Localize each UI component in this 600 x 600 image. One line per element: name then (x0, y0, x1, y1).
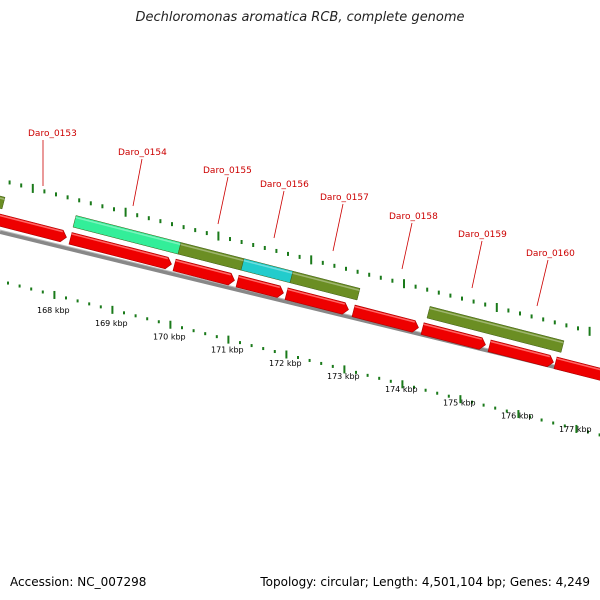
cds-highlight (238, 276, 280, 289)
gene-feature-highlight (243, 259, 293, 274)
cds-arrow (284, 287, 349, 315)
cds-track (0, 213, 600, 381)
scale-label: 177 kbp (559, 425, 592, 434)
scale-label: 171 kbp (211, 346, 244, 355)
gene-feature (426, 306, 565, 353)
gene-feature (0, 195, 6, 210)
cds-arrow (172, 258, 235, 286)
gene-leader-line (401, 222, 413, 270)
map-title: Dechloromonas aromatica RCB, complete ge… (135, 10, 465, 25)
cds-highlight (0, 214, 63, 233)
gene-leader-line (471, 240, 483, 289)
gene-leader-line (132, 158, 143, 207)
cds-highlight (287, 288, 345, 305)
scale-label: 174 kbp (385, 385, 418, 394)
cds-arrow (420, 322, 486, 350)
gene-label-text: Daro_0160 (526, 249, 575, 259)
accession-text: Accession: NC_007298 (10, 575, 147, 589)
gene-label-text: Daro_0156 (260, 180, 309, 190)
gene-leader-line (217, 176, 229, 225)
cds-arrow (487, 339, 554, 368)
gene-label-text: Daro_0155 (203, 166, 252, 176)
cds-arrow (235, 274, 284, 298)
gene-labels: Daro_0153 Daro_0154 Daro_0155 Daro_0156 Daro… (28, 129, 575, 307)
gene-label-text: Daro_0158 (389, 212, 438, 222)
gene-leader-line (273, 190, 285, 239)
scale-label: 170 kbp (153, 332, 186, 341)
cds-arrow (553, 356, 600, 381)
genome-summary-text: Topology: circular; Length: 4,501,104 bp… (260, 575, 590, 589)
gene-feature-highlight (180, 243, 244, 262)
scale-label: 169 kbp (95, 319, 128, 328)
gene-feature-highlight (292, 272, 360, 292)
gene-feature-highlight (0, 197, 5, 200)
cds-arrow (68, 232, 172, 270)
scale-label: 168 kbp (37, 306, 70, 315)
cds-highlight (71, 233, 168, 260)
gene-feature (289, 270, 361, 301)
gene-feature-highlight (75, 216, 181, 246)
gene-leader-line (332, 203, 344, 252)
scale-labels: 168 kbp 169 kbp 170 kbp 171 kbp 172 kbp 173 k… (37, 306, 592, 434)
gene-label-text: Daro_0153 (28, 129, 77, 139)
gene-feature-highlight (429, 307, 564, 344)
scale-label: 172 kbp (269, 359, 302, 368)
cds-arrow (351, 304, 419, 333)
cds-highlight (490, 340, 550, 358)
gene-leader-line (536, 259, 549, 307)
inner-tick-track (7, 281, 600, 437)
cds-highlight (423, 323, 482, 340)
cds-highlight (354, 305, 415, 323)
outer-tick-track (8, 180, 591, 336)
feature-track (0, 195, 565, 353)
gene-label-text: Daro_0157 (320, 193, 369, 203)
scale-label: 175 kbp (443, 398, 476, 407)
cds-highlight (175, 259, 231, 276)
cds-arrow (0, 213, 67, 243)
cds-highlight (556, 357, 600, 371)
gene-label-text: Daro_0159 (458, 230, 507, 240)
scale-label: 173 kbp (327, 372, 360, 381)
gene-label-text: Daro_0154 (118, 148, 167, 158)
scale-label: 176 kbp (501, 412, 534, 421)
